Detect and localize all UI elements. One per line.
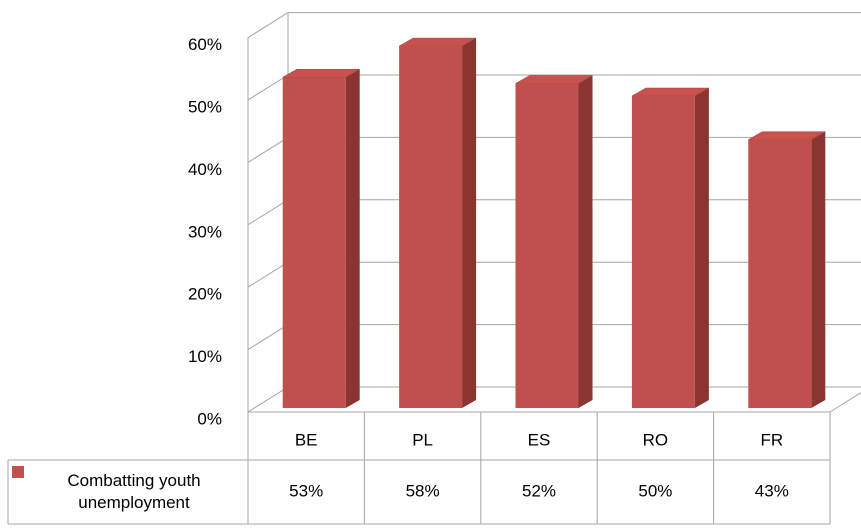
bar-top bbox=[281, 69, 361, 78]
y-tick-label: 60% bbox=[188, 35, 222, 54]
grid-line bbox=[247, 199, 289, 226]
bar bbox=[748, 139, 812, 408]
table-value: 52% bbox=[522, 481, 556, 500]
grid-line bbox=[247, 324, 289, 351]
y-tick-label: 20% bbox=[188, 285, 222, 304]
y-tick-label: 10% bbox=[188, 347, 222, 366]
bar-side bbox=[694, 88, 709, 408]
bar bbox=[399, 46, 463, 408]
y-tick-label: 50% bbox=[188, 97, 222, 116]
table-value: 50% bbox=[638, 481, 672, 500]
y-tick-label: 40% bbox=[188, 160, 222, 179]
bar-top bbox=[747, 131, 827, 140]
bar-side bbox=[345, 69, 360, 408]
legend-label: Combatting youth unemployment bbox=[67, 471, 201, 512]
grid-line bbox=[247, 74, 289, 101]
x-tick-label: RO bbox=[643, 430, 669, 449]
bar-top bbox=[514, 75, 594, 84]
bar-top bbox=[630, 87, 710, 97]
y-tick-label: 0% bbox=[197, 409, 222, 428]
x-tick-label: FR bbox=[760, 430, 783, 449]
bar-side bbox=[578, 75, 593, 409]
bar-top bbox=[398, 37, 478, 47]
grid-line bbox=[247, 261, 289, 288]
floor-edge bbox=[829, 392, 861, 413]
grid-line bbox=[247, 386, 289, 413]
x-tick-label: BE bbox=[295, 430, 318, 449]
bar bbox=[631, 96, 695, 408]
table-value: 58% bbox=[406, 481, 440, 500]
y-tick-label: 30% bbox=[188, 222, 222, 241]
grid-line bbox=[247, 12, 289, 39]
table-value: 53% bbox=[289, 481, 323, 500]
legend-swatch bbox=[12, 466, 24, 478]
x-tick-label: PL bbox=[412, 430, 433, 449]
x-tick-label: ES bbox=[528, 430, 551, 449]
bar-side bbox=[811, 131, 826, 408]
table-value: 43% bbox=[755, 481, 789, 500]
grid-line bbox=[247, 136, 289, 163]
bar bbox=[515, 83, 579, 409]
bar bbox=[282, 77, 346, 408]
bar-side bbox=[462, 38, 477, 408]
